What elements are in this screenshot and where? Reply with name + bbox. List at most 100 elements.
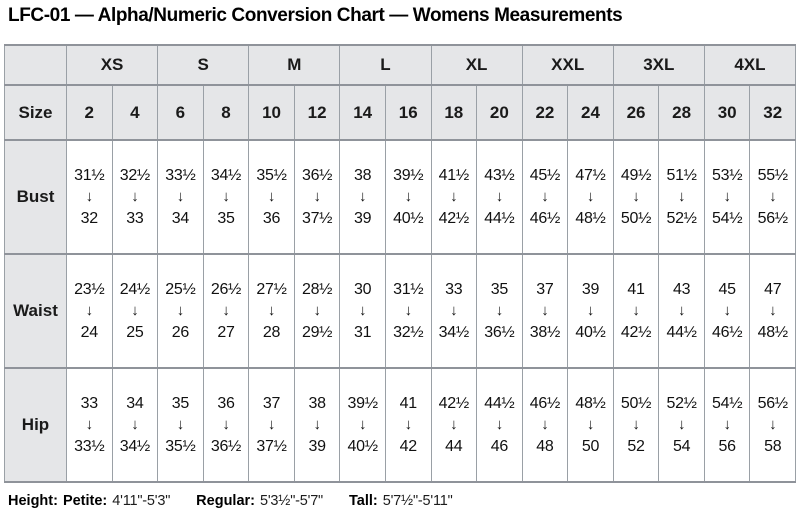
range-to: 38½: [529, 324, 561, 341]
hip-range-cell: 35 ↓ 35½: [157, 367, 204, 483]
range-from: 43½: [484, 167, 515, 184]
range-from: 47½: [575, 167, 606, 184]
range-from: 31½: [74, 167, 105, 184]
range-to: 46: [490, 438, 509, 455]
range-to: 44: [445, 438, 463, 455]
size-cell-4: 4: [111, 84, 159, 141]
height-label: Height:: [8, 493, 58, 509]
range-from: 48½: [575, 395, 606, 412]
range-to: 40½: [347, 438, 379, 455]
waist-range-cell: 41 ↓ 42½: [612, 253, 660, 369]
bust-row: Bust 31½ ↓ 32 32½ ↓ 33 33½ ↓ 34 34½ ↓ 35 35½ ↓ 36 36½ ↓ 37…: [4, 139, 796, 255]
range-from: 46½: [529, 395, 561, 412]
down-arrow-icon: ↓: [222, 416, 230, 433]
hip-range-cell: 34 ↓ 34½: [111, 367, 159, 483]
range-from: 45½: [529, 167, 561, 184]
range-to: 32½: [393, 324, 424, 341]
waist-range-cell: 43 ↓ 44½: [658, 253, 705, 369]
range-to: 33½: [74, 438, 105, 455]
range-from: 34½: [210, 167, 242, 184]
waist-range-cell: 27½ ↓ 28: [248, 253, 295, 369]
down-arrow-icon: ↓: [723, 416, 732, 433]
hip-range-cell: 44½ ↓ 46: [476, 367, 523, 483]
range-to: 48½: [575, 210, 606, 227]
down-arrow-icon: ↓: [769, 302, 777, 319]
bust-range-cell: 51½ ↓ 52½: [658, 139, 705, 255]
range-to: 28: [262, 324, 281, 341]
size-cell-16: 16: [384, 84, 432, 141]
down-arrow-icon: ↓: [359, 302, 367, 319]
hip-range-cell: 39½ ↓ 40½: [339, 367, 386, 483]
range-to: 35½: [165, 438, 196, 455]
range-from: 33: [445, 281, 463, 298]
waist-range-cell: 37 ↓ 38½: [521, 253, 569, 369]
down-arrow-icon: ↓: [450, 302, 458, 319]
waist-range-cell: 31½ ↓ 32½: [384, 253, 432, 369]
range-to: 42½: [438, 210, 470, 227]
waist-range-cell: 33 ↓ 34½: [430, 253, 478, 369]
hip-range-cell: 56½ ↓ 58: [749, 367, 796, 483]
tall-range: 5'7½"-5'11": [382, 493, 453, 509]
range-to: 56: [718, 438, 737, 455]
range-to: 50½: [620, 210, 652, 227]
range-from: 35: [490, 281, 509, 298]
range-to: 36½: [484, 324, 515, 341]
range-from: 49½: [620, 167, 652, 184]
height-note: Height: Petite: 4'11"-5'3" Regular: 5'3½…: [8, 493, 453, 509]
down-arrow-icon: ↓: [541, 416, 549, 433]
range-from: 55½: [757, 167, 789, 184]
down-arrow-icon: ↓: [267, 302, 276, 319]
range-from: 38: [308, 395, 326, 412]
size-row: Size 2 4 6 8 10 12 14 16 18 20 22 24 26 28 30 32: [4, 84, 796, 141]
down-arrow-icon: ↓: [723, 188, 732, 205]
bust-range-cell: 49½ ↓ 50½: [612, 139, 660, 255]
range-to: 58: [764, 438, 782, 455]
size-cell-22: 22: [521, 84, 569, 141]
down-arrow-icon: ↓: [267, 416, 276, 433]
size-cell-8: 8: [202, 84, 250, 141]
range-to: 40½: [575, 324, 606, 341]
range-to: 39: [354, 210, 372, 227]
size-cell-20: 20: [476, 84, 523, 141]
range-from: 54½: [712, 395, 743, 412]
bust-range-cell: 36½ ↓ 37½: [293, 139, 341, 255]
range-from: 23½: [74, 281, 105, 298]
down-arrow-icon: ↓: [495, 416, 504, 433]
range-to: 44½: [484, 210, 515, 227]
range-from: 38: [354, 167, 372, 184]
down-arrow-icon: ↓: [176, 302, 185, 319]
down-arrow-icon: ↓: [769, 188, 777, 205]
range-from: 53½: [712, 167, 743, 184]
waist-range-cell: 24½ ↓ 25: [111, 253, 159, 369]
range-to: 40½: [393, 210, 424, 227]
size-cell-6: 6: [157, 84, 204, 141]
size-cell-12: 12: [293, 84, 341, 141]
hip-range-cell: 52½ ↓ 54: [658, 367, 705, 483]
bust-range-cell: 55½ ↓ 56½: [749, 139, 796, 255]
range-from: 42½: [438, 395, 470, 412]
regular-label: Regular:: [196, 493, 255, 509]
down-arrow-icon: ↓: [404, 188, 413, 205]
range-to: 35: [217, 210, 235, 227]
down-arrow-icon: ↓: [677, 302, 686, 319]
range-from: 43: [672, 281, 691, 298]
range-from: 27½: [256, 281, 287, 298]
range-to: 34: [171, 210, 190, 227]
range-to: 46½: [712, 324, 743, 341]
corner-cell: [4, 44, 67, 86]
down-arrow-icon: ↓: [586, 302, 595, 319]
down-arrow-icon: ↓: [313, 302, 321, 319]
bust-range-cell: 53½ ↓ 54½: [703, 139, 751, 255]
range-from: 36½: [301, 167, 333, 184]
down-arrow-icon: ↓: [586, 188, 595, 205]
down-arrow-icon: ↓: [495, 188, 504, 205]
group-header-xxl: XXL: [521, 44, 614, 86]
down-arrow-icon: ↓: [450, 188, 458, 205]
range-to: 24: [80, 324, 99, 341]
down-arrow-icon: ↓: [85, 416, 94, 433]
range-from: 45: [718, 281, 737, 298]
down-arrow-icon: ↓: [176, 416, 185, 433]
waist-row: Waist 23½ ↓ 24 24½ ↓ 25 25½ ↓ 26 26½ ↓ 27 27½ ↓ 28 28½ ↓ 2…: [4, 253, 796, 369]
bust-range-cell: 45½ ↓ 46½: [521, 139, 569, 255]
down-arrow-icon: ↓: [495, 302, 504, 319]
